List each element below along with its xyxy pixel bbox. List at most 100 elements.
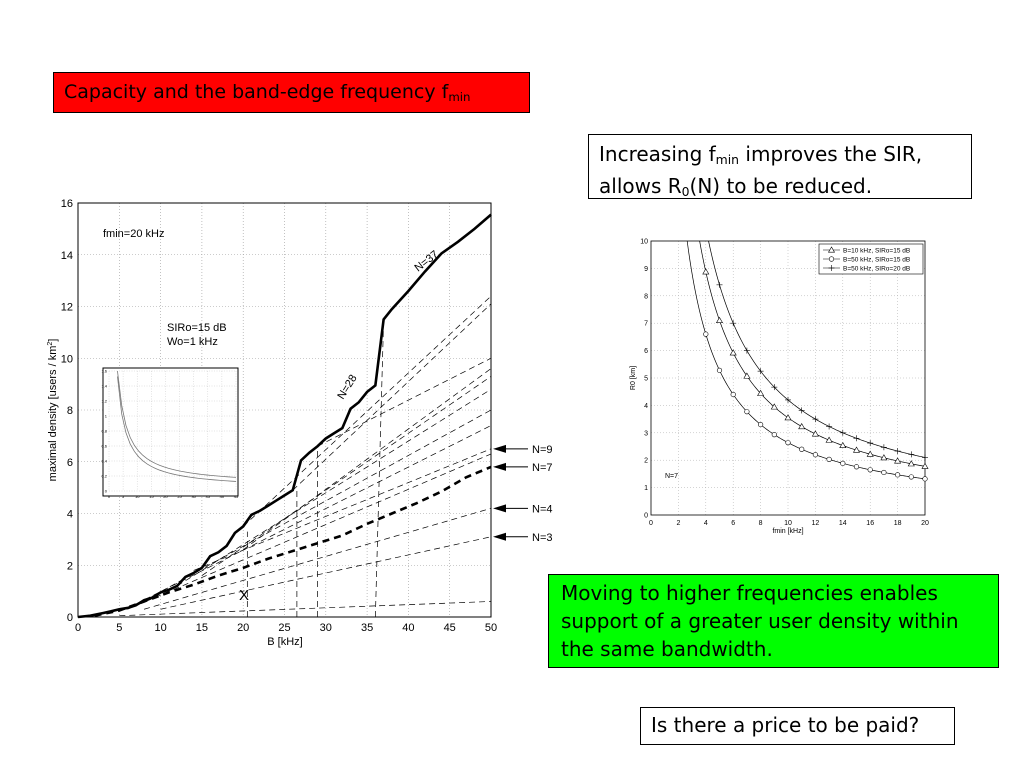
inset-x-tick: 40 bbox=[220, 494, 225, 499]
arrow-label: N=9 bbox=[532, 444, 553, 456]
inset-x-tick: 20 bbox=[163, 494, 168, 499]
inset-curve bbox=[117, 370, 237, 478]
inset-x-tick: 5 bbox=[122, 494, 125, 499]
main-curves bbox=[77, 213, 492, 619]
main-x-tick: 35 bbox=[361, 622, 373, 634]
inset-x-tick: 0 bbox=[108, 494, 111, 499]
main-x-tick: 45 bbox=[444, 622, 456, 634]
cluster-dashed-line bbox=[135, 425, 492, 605]
inset-curves bbox=[117, 370, 237, 482]
n7-thick-dashed-curve bbox=[94, 465, 492, 617]
higher-frequency-text: Moving to higher frequencies enables sup… bbox=[561, 581, 959, 661]
main-y-tick: 6 bbox=[67, 457, 73, 469]
inset-y-tick: 0.8 bbox=[101, 429, 107, 434]
main-x-tick: 0 bbox=[75, 622, 81, 634]
main-y-tick: 16 bbox=[61, 198, 73, 210]
main-y-label-text: maximal density [users / km bbox=[47, 346, 59, 482]
arrow-head bbox=[493, 444, 506, 453]
inset-y-tick: 0 bbox=[105, 489, 108, 494]
sir-line2-post: (N) to be reduced. bbox=[689, 174, 873, 199]
inset-y-tick: 0.6 bbox=[101, 444, 107, 449]
inset-plot: 0 5 10 15 20 25 30 35 40 45 0 0.2 0.4 0.6 0.8 1 1.2 1.4 1.… bbox=[101, 367, 239, 500]
inset-grid bbox=[108, 370, 237, 492]
arrow-head bbox=[493, 532, 506, 541]
wo-annotation: Wo=1 kHz bbox=[167, 336, 218, 348]
main-y-label-sup: 2 bbox=[47, 342, 54, 346]
main-y-tick: 2 bbox=[67, 560, 73, 572]
sir-line2-sub: 0 bbox=[681, 184, 690, 200]
cluster-dashed-line bbox=[201, 376, 492, 576]
inset-curve bbox=[117, 376, 237, 482]
main-y-tick: 14 bbox=[61, 250, 73, 262]
sir-note-line-1: Increasing fmin improves the SIR, bbox=[599, 141, 961, 173]
main-x-tick: 30 bbox=[320, 622, 332, 634]
inset-x-tick: 15 bbox=[149, 494, 154, 499]
main-x-tick: 20 bbox=[237, 622, 249, 634]
main-x-tick: 40 bbox=[402, 622, 414, 634]
main-y-tick: 8 bbox=[67, 405, 73, 417]
inset-x-tick: 30 bbox=[191, 494, 196, 499]
inset-y-tick: 1.2 bbox=[101, 399, 107, 404]
main-x-tick: 25 bbox=[278, 622, 290, 634]
inset-y-tick: 1 bbox=[105, 414, 108, 419]
main-x-tick: 10 bbox=[154, 622, 166, 634]
inset-y-tick: 1.6 bbox=[101, 369, 107, 374]
sir-line2-pre: allows R bbox=[599, 174, 682, 199]
sir-line1-post: improves the SIR, bbox=[739, 142, 923, 166]
main-y-tick: 0 bbox=[67, 612, 73, 624]
fmin-annotation: fmin=20 kHz bbox=[103, 228, 164, 240]
slide-title-subscript: min bbox=[448, 89, 471, 104]
cluster-dashed-line bbox=[317, 357, 492, 447]
cluster-dashed-line bbox=[193, 448, 492, 571]
cluster-dashed-line bbox=[242, 368, 492, 551]
n28-annotation: N=28 bbox=[335, 373, 359, 402]
arrow-head bbox=[493, 462, 506, 471]
arrow-label: N=4 bbox=[532, 503, 553, 515]
cluster-arrows: N=9 N=7 N=4 N=3 bbox=[493, 444, 553, 544]
sir-note-box: Increasing fmin improves the SIR, allows… bbox=[588, 134, 972, 199]
price-question-box: Is there a price to be paid? bbox=[640, 707, 955, 745]
main-x-tick: 5 bbox=[116, 622, 122, 634]
inset-y-tick: 0.4 bbox=[101, 459, 107, 464]
sir-note-line-2: allows R0(N) to be reduced. bbox=[599, 173, 961, 205]
capacity-envelope-curve bbox=[77, 213, 492, 619]
inset-tick-labels: 0 5 10 15 20 25 30 35 40 45 0 0.2 0.4 0.6 0.8 1 1.2 1.4 1.… bbox=[101, 369, 239, 500]
inset-x-tick: 45 bbox=[234, 494, 239, 499]
main-y-label: maximal density [users / km2] bbox=[47, 339, 59, 482]
inset-x-tick: 35 bbox=[206, 494, 211, 499]
arrow-label: N=3 bbox=[532, 532, 553, 544]
cluster-dashed-line bbox=[176, 389, 492, 587]
cluster-dashed-line bbox=[127, 453, 492, 610]
main-x-label: B [kHz] bbox=[267, 636, 302, 648]
sir-line1-pre: Increasing f bbox=[599, 142, 716, 166]
slide-title: Capacity and the band-edge frequency fmi… bbox=[53, 72, 530, 113]
inset-y-tick: 1.4 bbox=[101, 384, 107, 389]
cluster-dashed-line bbox=[143, 507, 492, 610]
sir-line1-sub: min bbox=[715, 152, 740, 168]
main-grid bbox=[78, 203, 491, 617]
higher-frequency-note: Moving to higher frequencies enables sup… bbox=[548, 574, 999, 668]
main-x-tick: 50 bbox=[485, 622, 497, 634]
inset-x-tick: 10 bbox=[135, 494, 140, 499]
inset-y-tick: 0.2 bbox=[101, 474, 107, 479]
main-y-tick: 12 bbox=[61, 302, 73, 314]
cluster-dashed-line bbox=[160, 536, 492, 610]
main-y-tick: 4 bbox=[67, 509, 73, 521]
dashed-cluster-lines bbox=[119, 295, 492, 618]
cluster-dashed-line bbox=[292, 303, 492, 491]
cluster-dashed-line bbox=[242, 295, 492, 527]
siro-annotation: SIRo=15 dB bbox=[167, 322, 227, 334]
slide-title-text: Capacity and the band-edge frequency f bbox=[64, 81, 449, 103]
main-plot-frame bbox=[77, 202, 492, 618]
cluster-dashed-line bbox=[119, 601, 492, 617]
arrow-label: N=7 bbox=[532, 462, 553, 474]
cross-marker: X bbox=[239, 587, 249, 604]
main-y-label-end: ] bbox=[47, 339, 59, 342]
main-y-tick: 10 bbox=[61, 353, 73, 365]
inset-x-tick: 25 bbox=[177, 494, 182, 499]
cluster-dashed-line bbox=[152, 409, 492, 597]
price-question-text: Is there a price to be paid? bbox=[651, 713, 920, 737]
arrow-head bbox=[493, 504, 506, 513]
